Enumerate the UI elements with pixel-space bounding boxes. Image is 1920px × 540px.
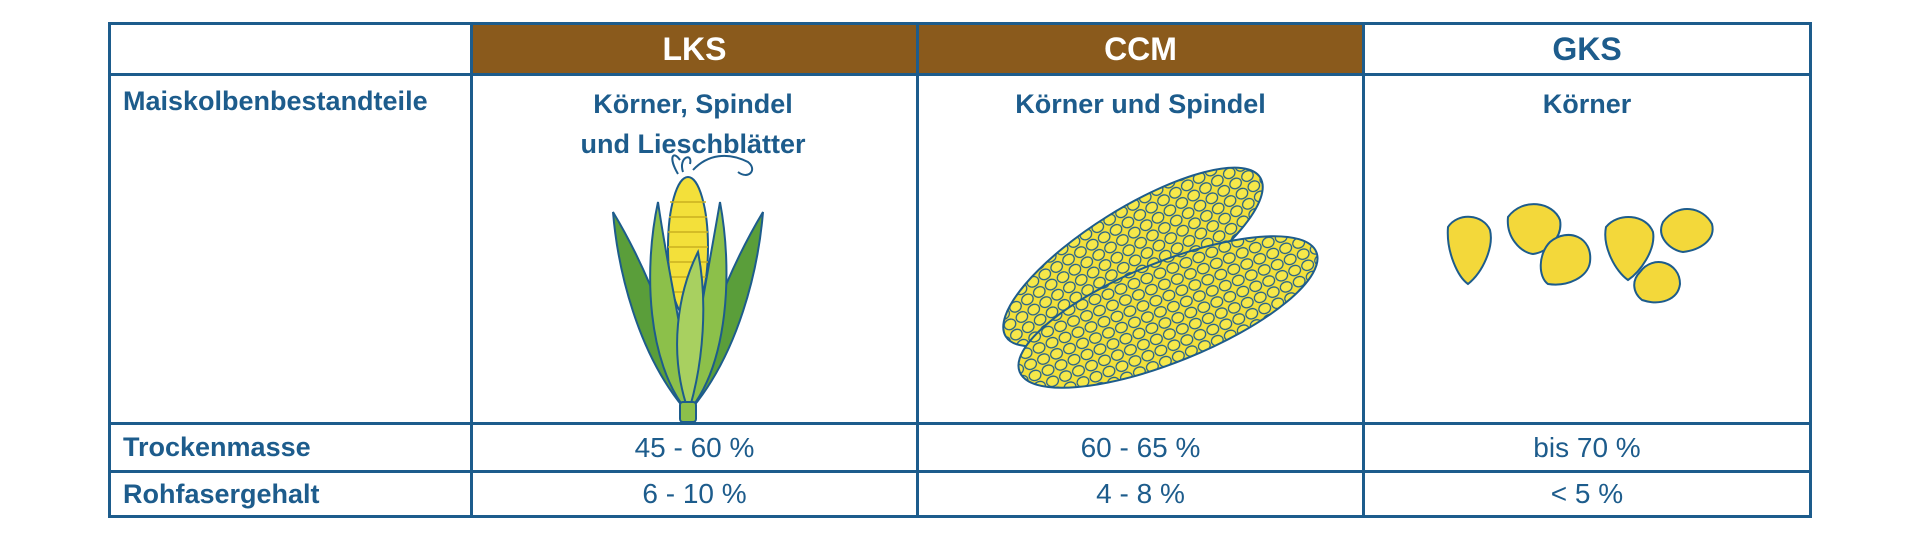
row-label-components: Maiskolbenbestandteile xyxy=(123,86,428,116)
crude-fiber-lks: 6 - 10 % xyxy=(642,478,747,509)
header-lks: LKS xyxy=(473,25,916,73)
crude-fiber-gks: < 5 % xyxy=(1550,478,1624,509)
header-ccm: CCM xyxy=(919,25,1362,73)
corn-kernels-icon xyxy=(1446,203,1714,304)
dry-matter-ccm: 60 - 65 % xyxy=(1080,431,1201,463)
components-gks: Körner xyxy=(1542,89,1632,119)
divider xyxy=(108,470,1812,473)
comparison-table: LKS CCM GKS Maiskolbenbestandteile Körne… xyxy=(108,22,1812,518)
divider xyxy=(916,22,919,518)
divider xyxy=(470,22,473,518)
corn-husk-icon xyxy=(612,154,764,422)
divider xyxy=(108,73,1812,76)
crude-fiber-ccm: 4 - 8 % xyxy=(1096,478,1185,509)
components-lks: Körner, Spindel und Lieschblätter xyxy=(580,89,806,159)
row-label-crude-fiber: Rohfasergehalt xyxy=(123,478,320,509)
dry-matter-lks: 45 - 60 % xyxy=(634,431,755,463)
header-gks: GKS xyxy=(1365,25,1809,73)
divider xyxy=(1362,22,1365,518)
dry-matter-gks: bis 70 % xyxy=(1533,431,1641,463)
corn-cob-icon xyxy=(1002,166,1319,389)
components-ccm: Körner und Spindel xyxy=(1015,89,1266,119)
divider xyxy=(108,422,1812,425)
table-border xyxy=(108,22,1812,518)
row-label-dry-matter: Trockenmasse xyxy=(123,432,311,462)
